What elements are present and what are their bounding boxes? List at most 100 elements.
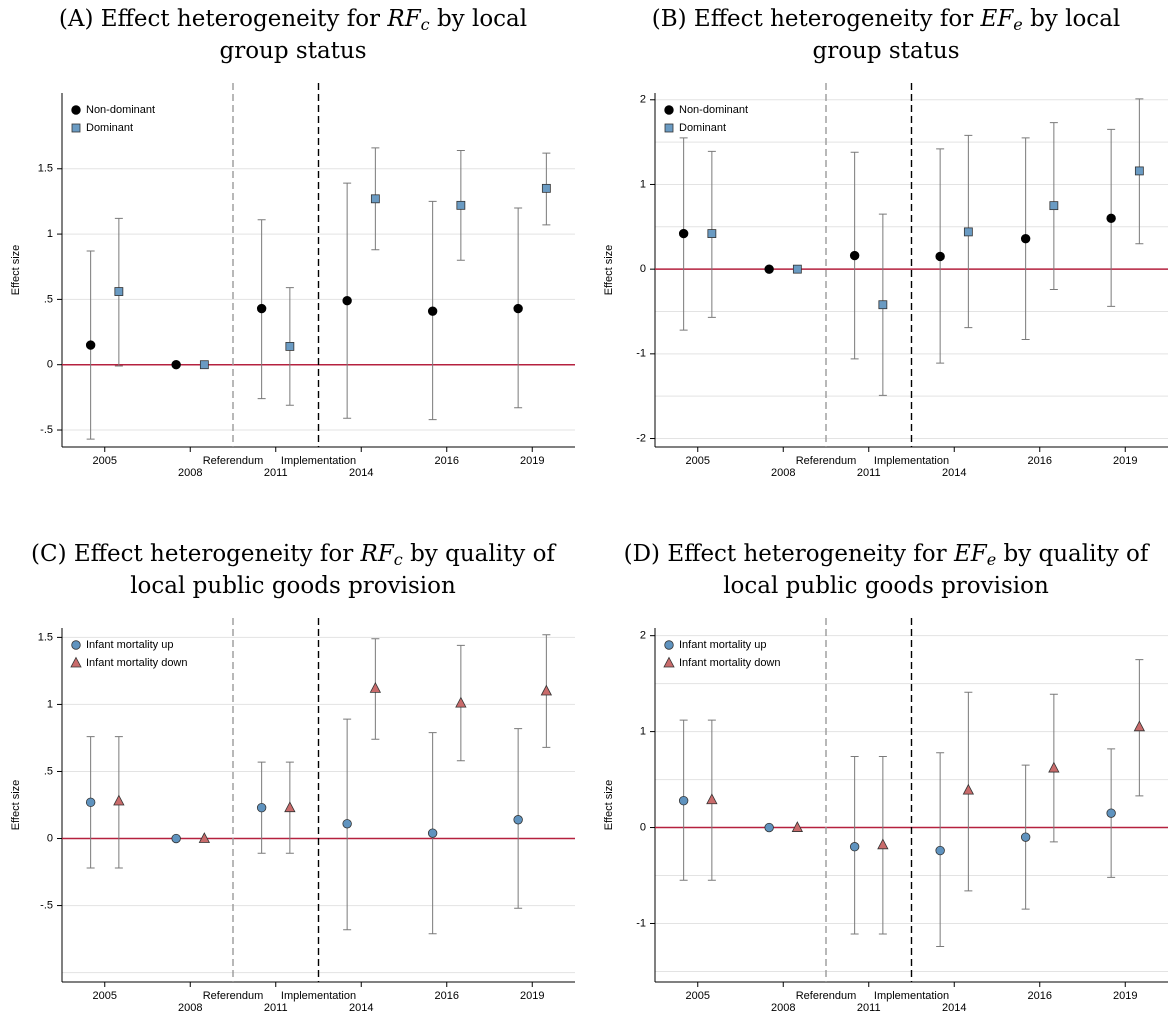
- marker: [1106, 808, 1116, 818]
- x-tick-label: 2014: [349, 1002, 373, 1014]
- title-part: by local: [1030, 6, 1120, 32]
- x-tick-label: 2008: [178, 1002, 202, 1014]
- marker: [962, 783, 975, 795]
- x-tick-label: 2019: [520, 455, 544, 467]
- marker: [540, 684, 553, 696]
- chart-title: (C) Effect heterogeneity for RFc by qual…: [31, 541, 556, 572]
- marker: [85, 797, 96, 808]
- title-part: EF: [980, 6, 1015, 32]
- x-tick-label: 2011: [857, 1002, 881, 1014]
- x-tick-label: 2019: [1113, 455, 1137, 467]
- marker: [1020, 832, 1031, 842]
- legend-label: Infant mortality down: [86, 657, 188, 669]
- marker: [1049, 201, 1059, 211]
- marker: [85, 340, 96, 350]
- marker: [678, 228, 689, 239]
- event-label: Implementation: [281, 455, 356, 467]
- title-part: Effect heterogeneity for: [74, 541, 353, 567]
- title-part: (D): [624, 541, 660, 567]
- y-tick-label: -.5: [40, 899, 53, 911]
- marker: [764, 822, 774, 833]
- title-part: (A): [59, 6, 94, 32]
- y-tick-label: .5: [44, 765, 53, 777]
- title-part: (C): [31, 541, 67, 567]
- x-tick-label: 2016: [435, 455, 459, 467]
- x-tick-label: 2005: [686, 990, 710, 1002]
- title-part: e: [987, 550, 996, 569]
- y-axis-label: Effect size: [10, 245, 22, 296]
- chart-title: local public goods provision: [130, 573, 456, 599]
- legend-marker: [71, 640, 81, 650]
- y-tick-label: -.5: [40, 424, 53, 436]
- legend-marker: [664, 105, 674, 115]
- y-axis-label: Effect size: [603, 780, 615, 831]
- y-tick-label: 2: [640, 94, 646, 106]
- marker: [849, 842, 860, 852]
- chart-title: group status: [812, 38, 959, 64]
- y-tick-label: -1: [636, 917, 646, 929]
- marker: [963, 227, 973, 237]
- legend-marker: [70, 656, 82, 668]
- x-tick-label: 2016: [1028, 990, 1052, 1002]
- marker: [370, 194, 380, 204]
- y-tick-label: 0: [640, 821, 646, 833]
- marker: [342, 819, 352, 829]
- x-tick-label: 2008: [771, 1002, 795, 1014]
- event-label: Implementation: [874, 455, 949, 467]
- legend-label: Dominant: [679, 122, 726, 134]
- legend-label: Infant mortality up: [86, 639, 173, 651]
- marker: [541, 183, 551, 193]
- marker: [935, 845, 945, 856]
- x-tick-label: 2008: [178, 467, 202, 479]
- event-label: Implementation: [281, 990, 356, 1002]
- marker: [427, 306, 438, 316]
- event-label: Implementation: [874, 990, 949, 1002]
- marker: [427, 828, 438, 838]
- legend-label: Infant mortality up: [679, 639, 766, 651]
- x-tick-label: 2014: [942, 1002, 966, 1014]
- y-tick-label: .5: [44, 293, 53, 305]
- legend-label: Non-dominant: [679, 104, 748, 116]
- x-tick-label: 2019: [1113, 990, 1137, 1002]
- x-tick-label: 2005: [93, 990, 117, 1002]
- x-tick-label: 2005: [93, 455, 117, 467]
- legend-marker: [663, 656, 675, 668]
- event-label: Referendum: [203, 455, 264, 467]
- marker: [256, 802, 267, 813]
- y-tick-label: 1.5: [38, 631, 53, 643]
- marker: [935, 251, 945, 262]
- y-tick-label: 1: [47, 228, 53, 240]
- panel: (A) Effect heterogeneity for RFc by loca…: [10, 6, 575, 479]
- title-part: e: [1013, 15, 1022, 34]
- marker: [171, 360, 181, 370]
- x-tick-label: 2011: [264, 467, 288, 479]
- y-tick-label: 0: [47, 359, 53, 371]
- y-tick-label: 1: [47, 698, 53, 710]
- marker: [849, 250, 860, 261]
- marker: [791, 821, 804, 832]
- chart-title: (D) Effect heterogeneity for EFe by qual…: [624, 541, 1150, 572]
- title-part: Effect heterogeneity for: [667, 541, 946, 567]
- marker: [455, 696, 467, 708]
- y-tick-label: 2: [640, 630, 646, 642]
- x-tick-label: 2016: [1028, 455, 1052, 467]
- legend-label: Infant mortality down: [679, 657, 781, 669]
- marker: [678, 795, 689, 806]
- chart-title: local public goods provision: [723, 573, 1049, 599]
- legend-marker: [664, 123, 674, 133]
- title-part: c: [394, 550, 403, 569]
- marker: [877, 838, 889, 850]
- marker: [198, 832, 211, 843]
- marker: [342, 295, 352, 306]
- x-tick-label: 2005: [686, 455, 710, 467]
- legend-marker: [71, 123, 81, 133]
- marker: [513, 303, 523, 314]
- marker: [1134, 166, 1144, 176]
- marker: [285, 342, 295, 351]
- x-tick-label: 2019: [520, 990, 544, 1002]
- panel: (B) Effect heterogeneity for EFe by loca…: [603, 6, 1168, 479]
- title-part: by local: [437, 6, 527, 32]
- marker: [369, 681, 382, 693]
- marker: [1020, 233, 1031, 244]
